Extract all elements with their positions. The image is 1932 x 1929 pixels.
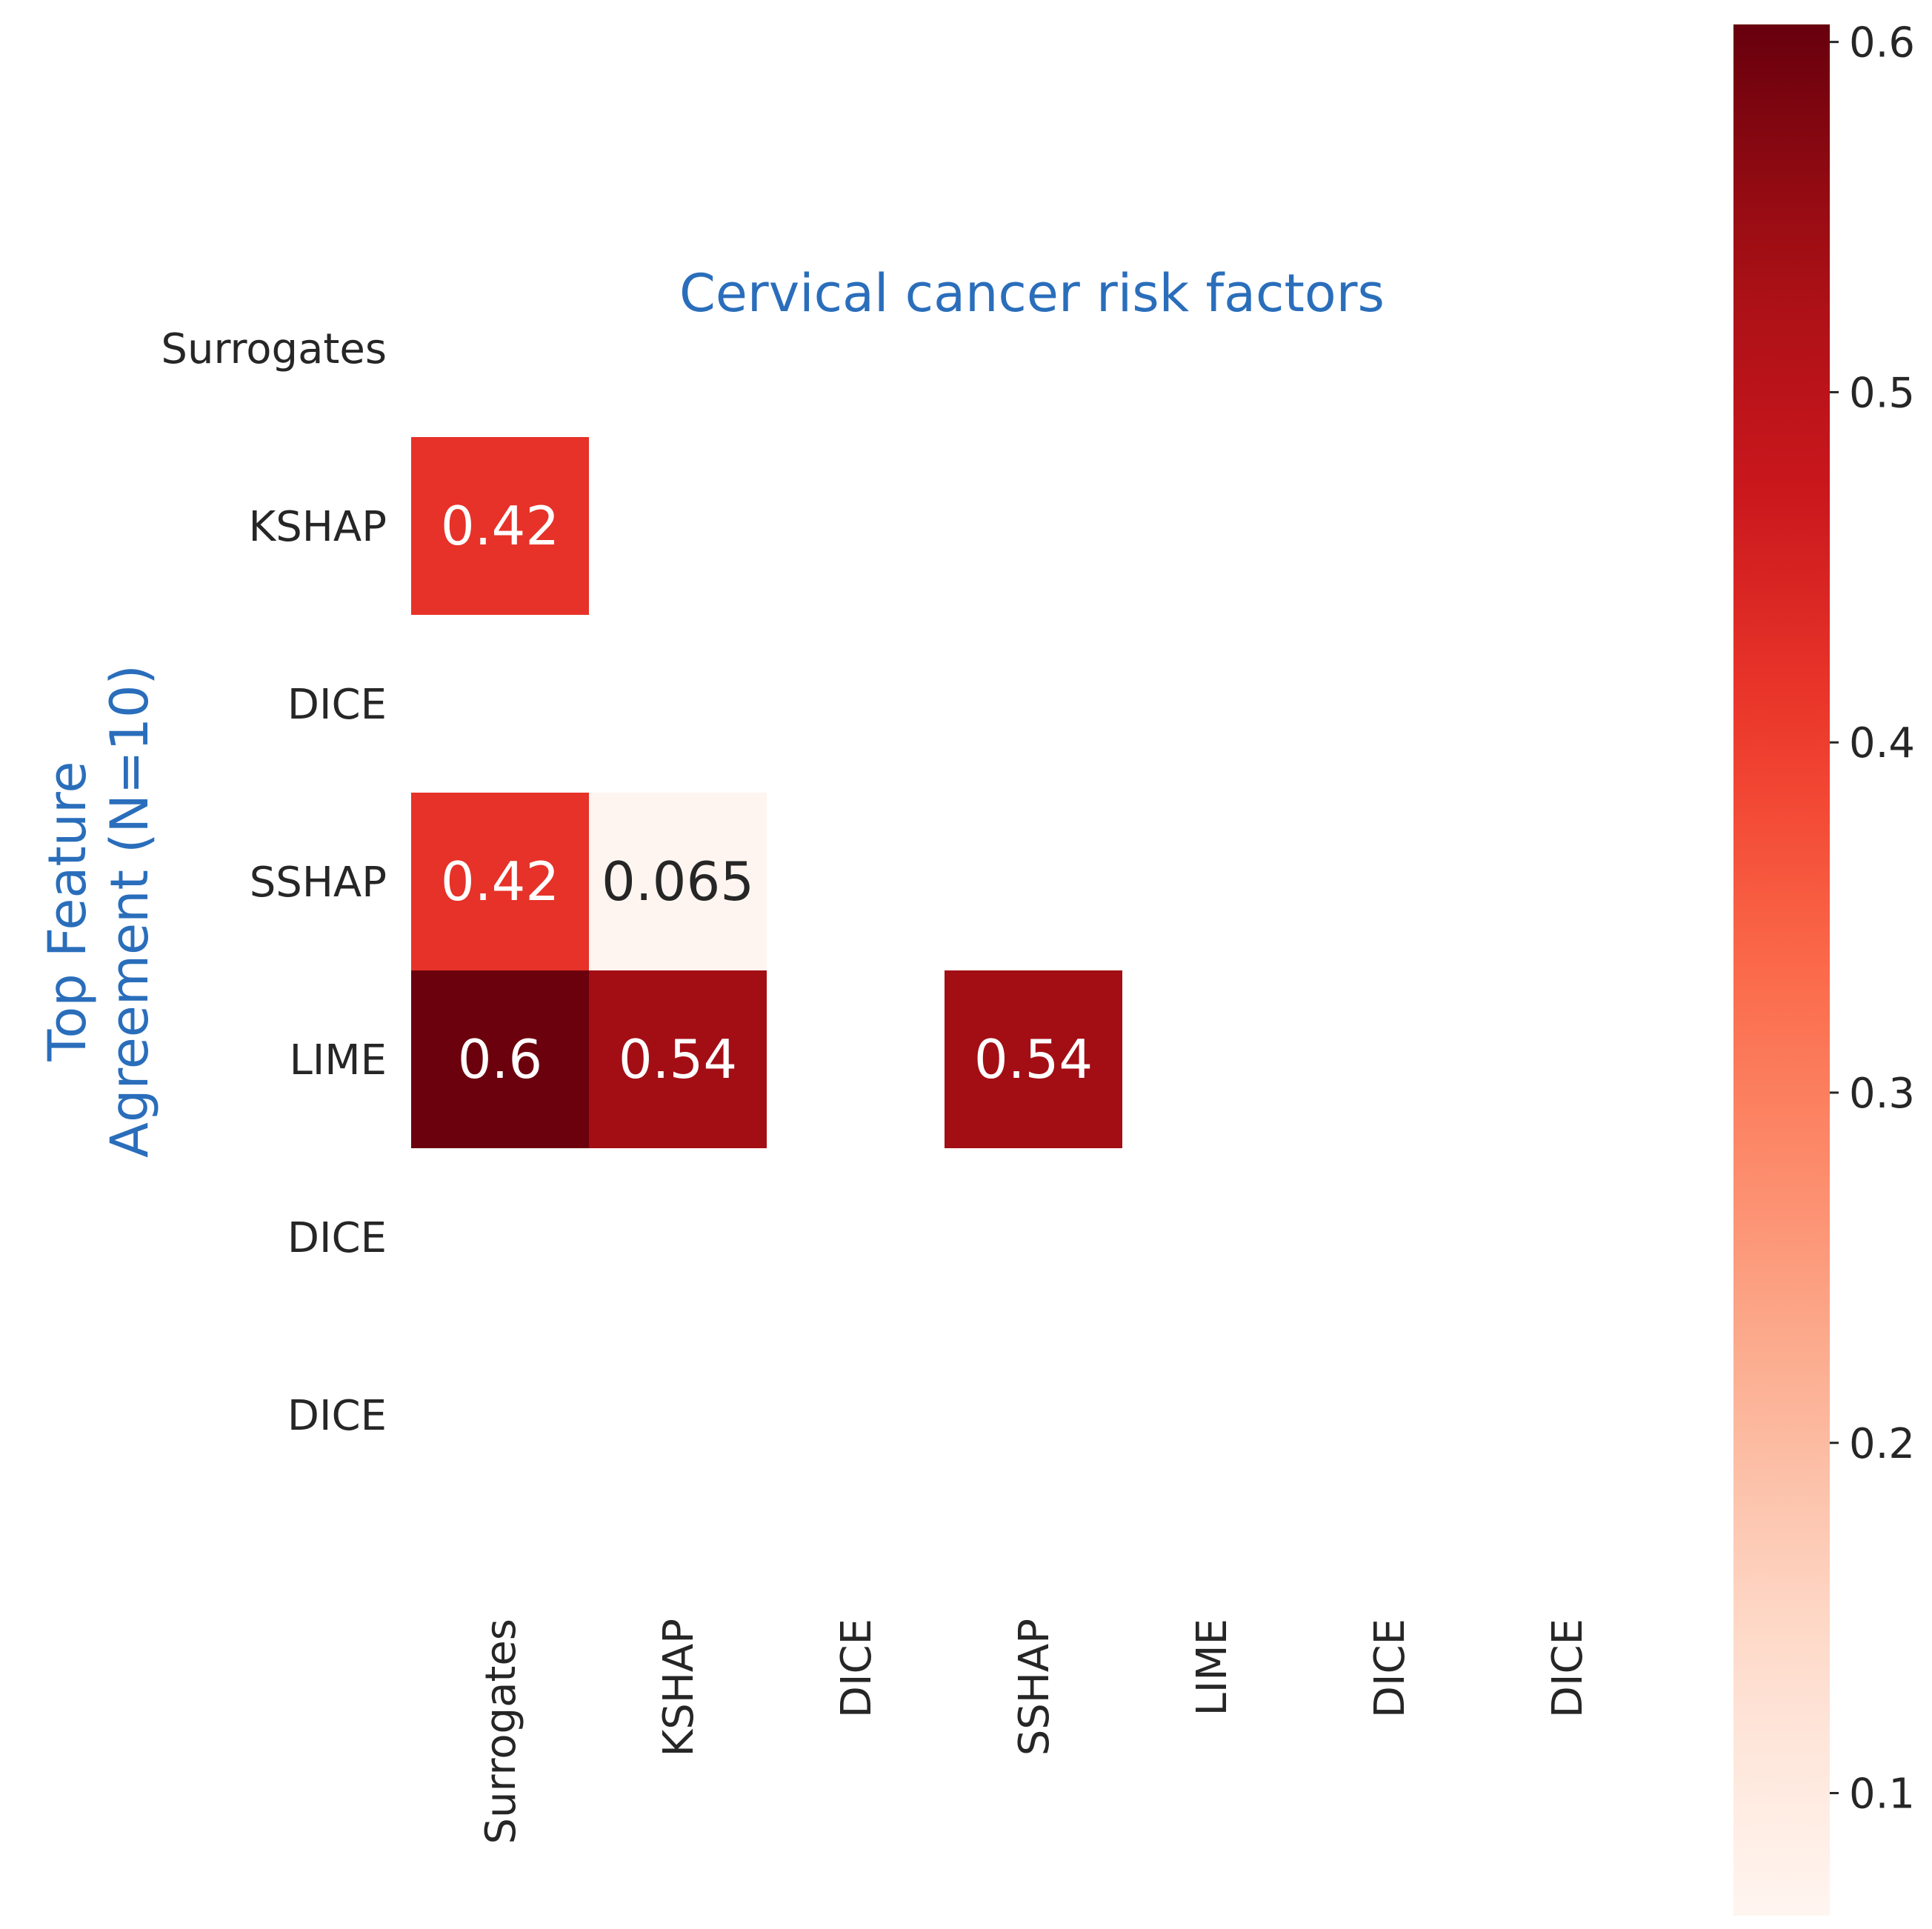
heatmap-cell-value: 0.42	[441, 495, 559, 557]
colorbar-tick-label: 0.2	[1849, 1420, 1915, 1468]
heatmap-cell	[411, 970, 589, 1148]
y-tick-label: DICE	[287, 1392, 387, 1440]
heatmap-cell-value: 0.065	[602, 850, 754, 913]
heatmap-cells	[411, 437, 1122, 1148]
heatmap-cell	[945, 970, 1122, 1148]
x-tick-label: KSHAP	[655, 1619, 703, 1756]
colorbar: 0.1 0.2 0.3 0.4 0.5 0.6	[1733, 19, 1915, 1916]
x-tick-label: DICE	[1366, 1619, 1414, 1718]
heatmap-cell-labels: 0.42 0.42 0.065 0.6 0.54 0.54	[441, 495, 1093, 1090]
x-tick-label: SSHAP	[1010, 1619, 1059, 1756]
heatmap-cell	[589, 793, 767, 970]
heatmap-cell-value: 0.6	[458, 1028, 543, 1090]
heatmap-cell-value: 0.54	[619, 1028, 737, 1090]
colorbar-gradient	[1733, 24, 1830, 1916]
x-tick-label: LIME	[1188, 1619, 1236, 1716]
y-tick-label: LIME	[290, 1036, 387, 1085]
x-tick-label: DICE	[833, 1619, 881, 1718]
y-tick-label: DICE	[287, 1214, 387, 1262]
y-tick-label: KSHAP	[249, 503, 387, 551]
heatmap-cell-value: 0.54	[974, 1028, 1093, 1090]
x-tick-label: Surrogates	[477, 1619, 525, 1845]
colorbar-tick-label: 0.6	[1849, 19, 1915, 67]
y-tick-labels: Surrogates KSHAP DICE SSHAP LIME DICE DICE	[161, 325, 387, 1440]
y-tick-label: DICE	[287, 681, 387, 729]
colorbar-tick-label: 0.3	[1849, 1070, 1915, 1118]
colorbar-ticks: 0.1 0.2 0.3 0.4 0.5 0.6	[1830, 19, 1915, 1819]
colorbar-tick-label: 0.5	[1849, 369, 1915, 417]
y-axis-label-line-2: Agreement (N=10)	[99, 664, 160, 1158]
y-tick-label: SSHAP	[250, 859, 387, 907]
heatmap-cell-value: 0.42	[441, 850, 559, 913]
y-axis-label-line-1: Top Feature	[37, 762, 98, 1062]
y-axis-label: Top Feature Agreement (N=10)	[37, 664, 160, 1158]
colorbar-tick-label: 0.4	[1849, 719, 1915, 767]
y-tick-label: Surrogates	[161, 325, 387, 373]
x-tick-labels: Surrogates KSHAP DICE SSHAP LIME DICE DICE	[477, 1619, 1592, 1845]
x-tick-label: DICE	[1544, 1619, 1592, 1718]
heatmap-cell	[589, 970, 767, 1148]
chart-title: Cervical cancer risk factors	[679, 263, 1385, 324]
heatmap-cell	[411, 437, 589, 615]
colorbar-tick-label: 0.1	[1849, 1770, 1915, 1819]
heatmap-cell	[411, 793, 589, 970]
